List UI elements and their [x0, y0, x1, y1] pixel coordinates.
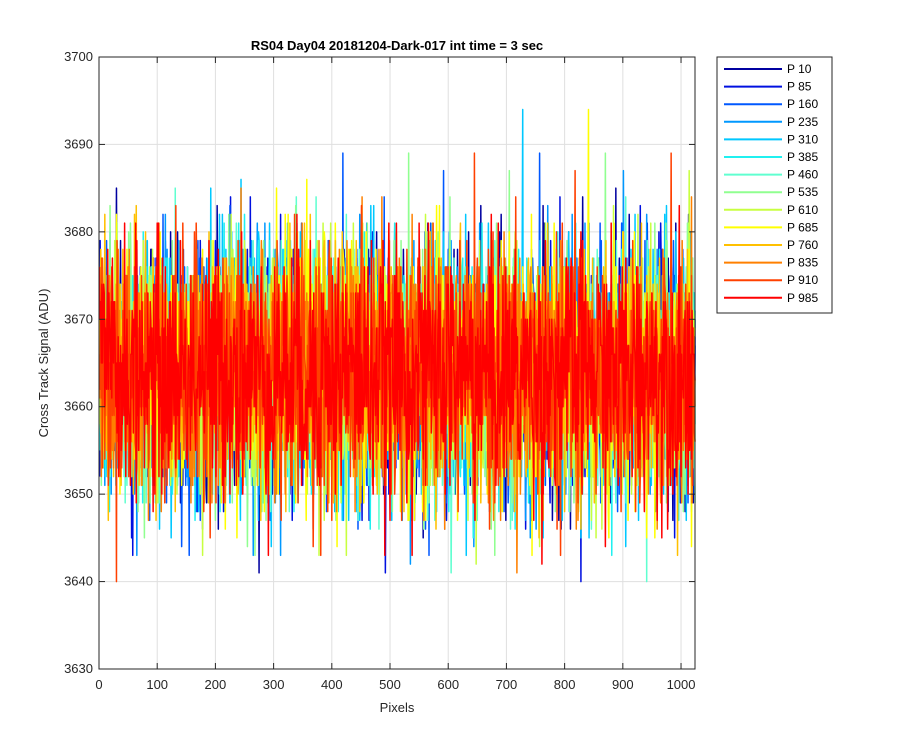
y-tick-label: 3670 [64, 311, 93, 326]
legend-label: P 385 [787, 150, 818, 164]
x-axis-ticks: 0 100 200 300 400 500 600 700 800 900 1000 [95, 57, 695, 692]
y-tick-label: 3630 [64, 661, 93, 676]
y-tick-label: 3660 [64, 399, 93, 414]
x-tick-label: 1000 [667, 677, 696, 692]
legend-label: P 310 [787, 132, 818, 146]
x-tick-label: 300 [263, 677, 285, 692]
x-axis-label: Pixels [380, 700, 415, 715]
legend[interactable]: P 10 P 85 P 160 P 235 P 310 P 385 P 460 P 535 P … [716, 56, 833, 314]
x-tick-label: 100 [146, 677, 168, 692]
y-tick-label: 3640 [64, 574, 93, 589]
chart-title: RS04 Day04 20181204-Dark-017 int time = … [251, 38, 543, 53]
y-tick-label: 3690 [64, 136, 93, 151]
legend-label: P 460 [787, 168, 818, 182]
legend-label: P 985 [787, 291, 818, 305]
legend-label: P 10 [787, 62, 812, 76]
plot-frame [98, 56, 696, 670]
x-tick-label: 0 [95, 677, 102, 692]
legend-label: P 610 [787, 203, 818, 217]
series-line-p-985 [98, 204, 696, 565]
y-tick-label: 3650 [64, 486, 93, 501]
x-tick-label: 400 [321, 677, 343, 692]
x-tick-label: 900 [612, 677, 634, 692]
x-tick-label: 600 [437, 677, 459, 692]
series-lines [98, 108, 696, 583]
legend-box [716, 56, 833, 314]
legend-label: P 685 [787, 220, 818, 234]
y-tick-label: 3680 [64, 224, 93, 239]
x-tick-label: 700 [496, 677, 518, 692]
x-tick-label: 500 [379, 677, 401, 692]
x-tick-label: 800 [554, 677, 576, 692]
legend-label: P 235 [787, 115, 818, 129]
x-tick-label: 200 [205, 677, 227, 692]
y-tick-label: 3700 [64, 49, 93, 64]
legend-label: P 835 [787, 256, 818, 270]
legend-label: P 85 [787, 80, 812, 94]
y-axis-ticks: 3630 3640 3650 3660 3670 3680 3690 3700 [64, 49, 695, 676]
legend-label: P 535 [787, 185, 818, 199]
legend-label: P 160 [787, 97, 818, 111]
legend-label: P 910 [787, 273, 818, 287]
legend-label: P 760 [787, 238, 818, 252]
y-axis-label: Cross Track Signal (ADU) [36, 289, 51, 438]
